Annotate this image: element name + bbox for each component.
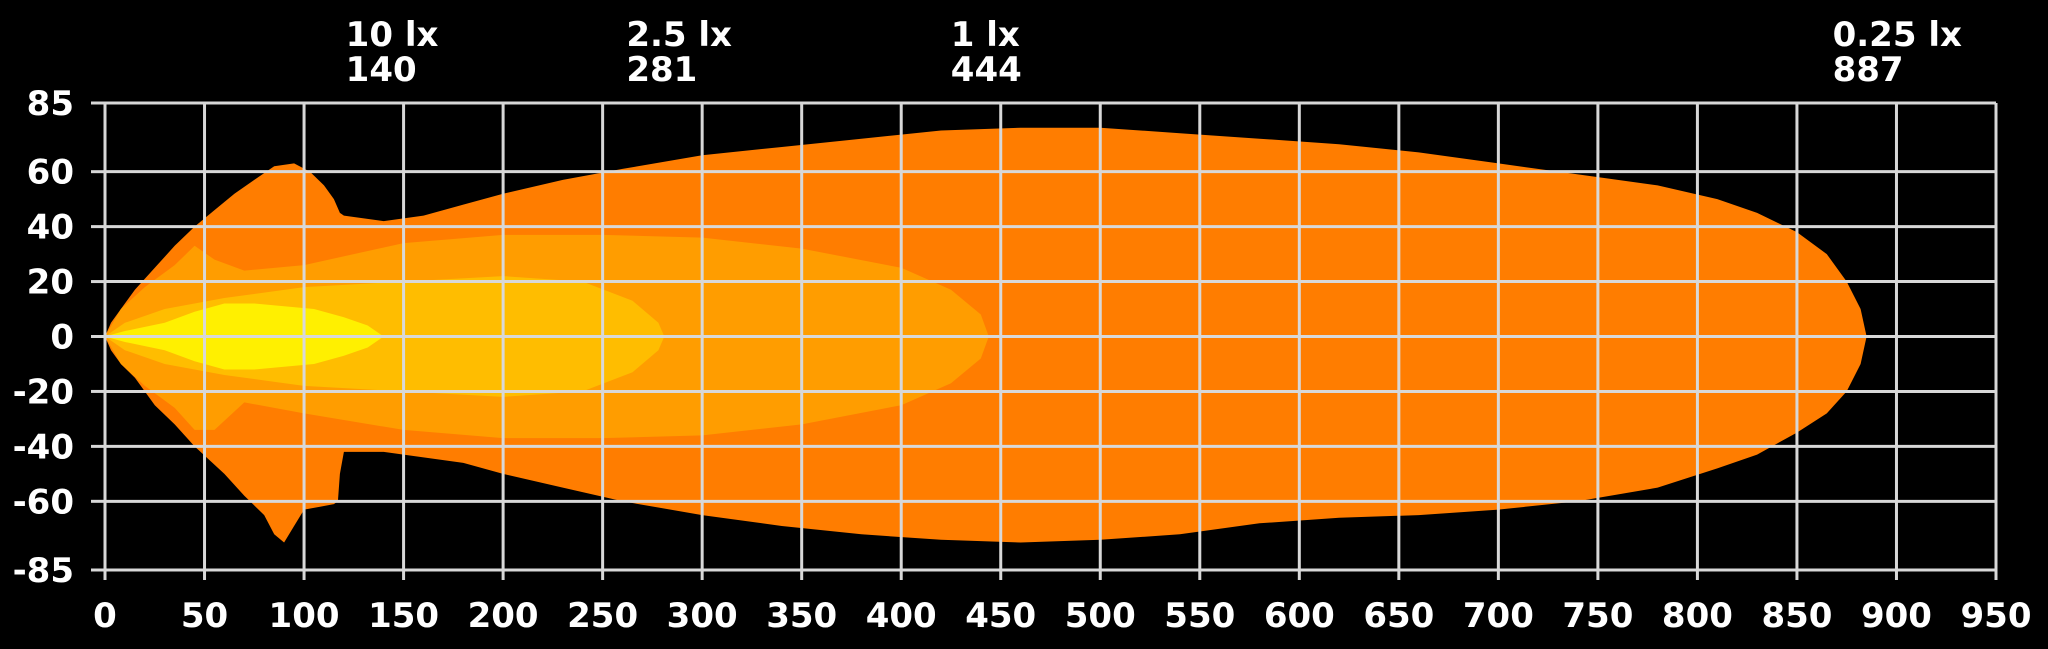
x-tick-label: 450 — [965, 596, 1036, 636]
x-tick-label: 950 — [1961, 596, 2032, 636]
y-tick-label: -20 — [13, 372, 74, 412]
x-tick-label: 350 — [766, 596, 837, 636]
y-tick-label: 85 — [27, 84, 74, 124]
x-tick-label: 900 — [1861, 596, 1932, 636]
x-tick-label: 700 — [1463, 596, 1534, 636]
grid — [91, 101, 1998, 580]
x-tick-label: 850 — [1761, 596, 1832, 636]
x-tick-label: 550 — [1164, 596, 1235, 636]
x-tick-label: 300 — [667, 596, 738, 636]
x-tick-label: 100 — [269, 596, 340, 636]
y-tick-label: 0 — [50, 318, 74, 358]
lux-distance-label: 140 — [346, 50, 417, 90]
y-axis-ticks: 85 60 40 20 0 -20 -40 -60 -85 — [13, 84, 74, 591]
x-tick-label: 150 — [368, 596, 439, 636]
x-axis-ticks: 0 50 100 150 200 250 300 350 400 450 500 550 600 650 7… — [93, 596, 2031, 636]
y-tick-label: 40 — [27, 208, 74, 248]
lux-level-label: 1 lx — [951, 15, 1020, 55]
x-tick-label: 750 — [1562, 596, 1633, 636]
lux-level-label: 10 lx — [346, 15, 439, 55]
x-tick-label: 200 — [468, 596, 539, 636]
y-tick-label: -85 — [13, 551, 74, 591]
x-tick-label: 800 — [1662, 596, 1733, 636]
y-tick-label: 20 — [27, 263, 74, 303]
lux-distance-label: 444 — [951, 50, 1022, 90]
x-tick-label: 400 — [866, 596, 937, 636]
x-tick-label: 250 — [567, 596, 638, 636]
x-tick-label: 600 — [1264, 596, 1335, 636]
x-tick-label: 650 — [1363, 596, 1434, 636]
y-tick-label: 60 — [27, 153, 74, 193]
x-tick-label: 0 — [93, 596, 117, 636]
y-tick-label: -60 — [13, 482, 74, 522]
lux-distance-label: 887 — [1833, 50, 1904, 90]
lux-level-label: 2.5 lx — [626, 15, 732, 55]
lux-level-label: 0.25 lx — [1833, 15, 1962, 55]
y-tick-label: -40 — [13, 427, 74, 467]
x-tick-label: 50 — [181, 596, 228, 636]
lux-distance-label: 281 — [626, 50, 697, 90]
x-tick-label: 500 — [1065, 596, 1136, 636]
